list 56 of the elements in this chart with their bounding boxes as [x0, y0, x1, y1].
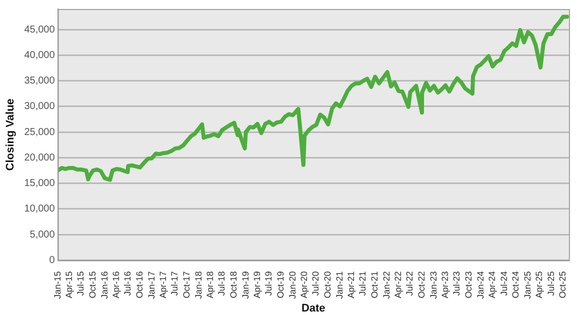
x-tick-label: Apr-25	[534, 271, 544, 298]
x-tick-label: Jul-15	[76, 271, 86, 296]
x-tick-label: Jul-16	[122, 271, 133, 296]
x-tick-label: Oct-21	[370, 271, 380, 298]
x-tick-label: Jul-17	[170, 271, 180, 296]
y-tick-label: 5,000	[30, 229, 56, 240]
x-tick-label: Oct-22	[416, 271, 427, 298]
y-tick-label: 10,000	[24, 204, 56, 215]
x-tick-label: Apr-17	[158, 271, 168, 298]
y-tick-label: 35,000	[24, 76, 56, 87]
x-tick-label: Jan-20	[287, 271, 298, 299]
x-tick-label: Oct-17	[182, 271, 192, 298]
x-tick-label: Jul-18	[216, 271, 227, 296]
y-tick-label: 15,000	[24, 178, 56, 190]
x-tick-label: Apr-18	[204, 271, 215, 298]
y-tick-label: 20,000	[24, 152, 56, 164]
x-tick-label: Jan-25	[522, 271, 532, 299]
y-axis-title: Closing Value	[4, 98, 17, 171]
x-tick-label: Apr-19	[252, 271, 262, 298]
x-tick-label: Jul-20	[310, 271, 321, 296]
x-tick-label: Oct-19	[275, 271, 286, 298]
x-tick-label: Jul-25	[546, 271, 556, 296]
x-tick-label: Apr-22	[393, 271, 403, 298]
x-tick-label: Oct-16	[134, 271, 145, 298]
x-axis-title: Date	[301, 302, 326, 314]
x-tick-label: Jan-19	[240, 271, 250, 299]
x-tick-label: Jan-16	[99, 271, 110, 299]
y-tick-label: 0	[49, 255, 56, 266]
x-tick-label: Jul-21	[358, 271, 368, 296]
x-tick-label: Jul-22	[404, 271, 415, 296]
y-tick-label: 25,000	[24, 126, 56, 138]
x-tick-label: Oct-24	[510, 271, 521, 298]
x-tick-label: Jan-22	[381, 271, 392, 299]
x-tick-label: Oct-20	[322, 271, 333, 298]
x-tick-label: Jan-18	[193, 271, 204, 299]
x-tick-label: Apr-21	[346, 271, 356, 298]
x-tick-label: Apr-20	[299, 271, 310, 298]
x-tick-label: Jan-23	[428, 271, 438, 299]
x-tick-label: Jul-19	[264, 271, 274, 296]
x-tick-label: Jan-21	[334, 271, 344, 299]
y-tick-label: 40,000	[24, 50, 56, 61]
y-tick-label: 45,000	[24, 24, 56, 36]
x-tick-label: Apr-24	[487, 271, 498, 298]
x-tick-label: Apr-16	[110, 271, 121, 298]
x-tick-label: Oct-15	[87, 271, 98, 298]
x-tick-label: Jan-24	[475, 271, 486, 299]
x-tick-label: Oct-18	[228, 271, 238, 298]
x-tick-label: Oct-25	[558, 271, 568, 298]
x-tick-label: Oct-23	[464, 271, 474, 298]
x-tick-label: Apr-23	[440, 271, 450, 298]
x-tick-label: Jul-24	[498, 271, 509, 296]
x-tick-label: Apr-15	[64, 271, 74, 298]
y-tick-label: 30,000	[24, 101, 56, 112]
x-tick-label: Jan-15	[52, 271, 62, 299]
x-tick-label: Jul-23	[452, 271, 462, 296]
x-tick-label: Jan-17	[146, 271, 156, 299]
